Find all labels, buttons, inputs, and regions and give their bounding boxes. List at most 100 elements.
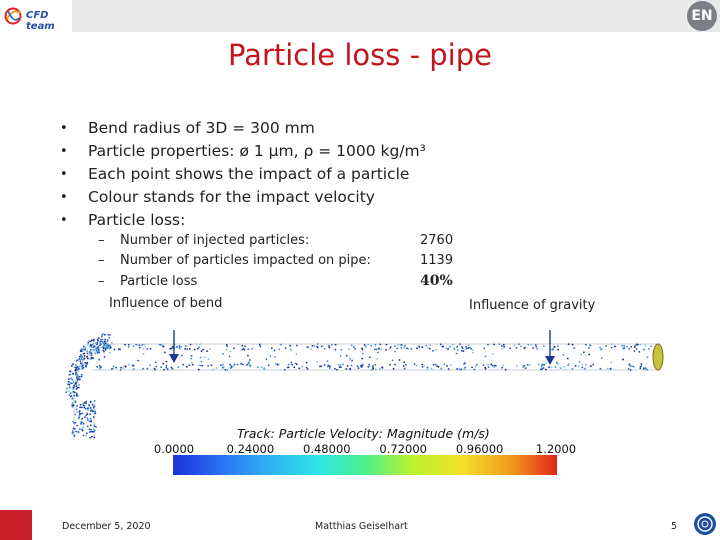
impact-point bbox=[629, 365, 632, 367]
impact-point bbox=[98, 351, 100, 354]
impacted-value: 1139 bbox=[420, 253, 454, 268]
impact-point bbox=[536, 347, 539, 350]
impact-point bbox=[93, 423, 96, 425]
impact-point bbox=[273, 349, 276, 352]
impact-point bbox=[329, 365, 331, 368]
impact-point bbox=[467, 344, 470, 347]
impact-point bbox=[77, 431, 79, 433]
impact-point bbox=[69, 370, 71, 373]
impact-point bbox=[72, 427, 75, 430]
impact-point bbox=[441, 345, 444, 348]
impact-point bbox=[585, 343, 587, 346]
impact-point bbox=[581, 366, 584, 369]
impact-point bbox=[178, 346, 181, 349]
impact-point bbox=[430, 367, 433, 370]
impact-point bbox=[81, 417, 84, 420]
impact-point bbox=[79, 360, 82, 362]
impact-point bbox=[306, 368, 309, 370]
impact-point bbox=[162, 362, 165, 365]
impact-point bbox=[368, 365, 371, 368]
impact-point bbox=[84, 416, 86, 419]
impact-point bbox=[74, 366, 77, 369]
impact-point bbox=[141, 344, 144, 346]
impact-point bbox=[84, 347, 87, 349]
impact-point bbox=[550, 366, 553, 369]
impact-point bbox=[284, 347, 287, 349]
impact-point bbox=[545, 368, 547, 371]
impact-point bbox=[124, 365, 127, 367]
impact-point bbox=[73, 386, 75, 388]
impact-point bbox=[71, 402, 74, 404]
impact-point bbox=[127, 346, 130, 348]
impact-point bbox=[305, 366, 308, 369]
legend-tick-label: 0.0000 bbox=[153, 442, 195, 456]
impact-point bbox=[228, 355, 231, 358]
impact-point bbox=[334, 343, 337, 346]
impact-point bbox=[639, 367, 642, 370]
impact-point bbox=[76, 395, 79, 397]
impact-point bbox=[72, 363, 74, 366]
impact-point bbox=[101, 346, 103, 349]
impact-point bbox=[491, 352, 494, 355]
impact-point bbox=[76, 359, 79, 361]
impact-point bbox=[146, 348, 149, 350]
impact-point bbox=[443, 363, 446, 366]
impact-point bbox=[142, 352, 145, 355]
impact-point bbox=[515, 346, 518, 349]
impact-point bbox=[295, 353, 298, 356]
impact-point bbox=[88, 351, 91, 353]
impact-point bbox=[226, 369, 229, 371]
impact-point bbox=[93, 405, 96, 408]
impact-point bbox=[225, 348, 228, 351]
impact-point bbox=[566, 357, 569, 360]
impact-point bbox=[610, 343, 613, 346]
impact-point bbox=[199, 356, 202, 359]
impact-point bbox=[244, 345, 246, 348]
impact-point bbox=[650, 345, 652, 348]
gravity-annotation: Influence of gravity bbox=[469, 298, 596, 313]
impact-point bbox=[415, 365, 418, 367]
impact-point bbox=[513, 344, 516, 347]
impact-point bbox=[482, 364, 485, 367]
impact-point bbox=[102, 342, 105, 344]
impact-point bbox=[541, 364, 543, 367]
impact-point bbox=[243, 349, 246, 351]
impact-point bbox=[190, 354, 193, 357]
impact-point bbox=[182, 363, 185, 366]
impact-point bbox=[577, 365, 580, 368]
impact-point bbox=[101, 338, 104, 341]
impact-point bbox=[446, 364, 448, 367]
impact-point bbox=[184, 345, 187, 347]
impact-point bbox=[349, 358, 352, 360]
impact-point bbox=[363, 344, 366, 346]
impact-point bbox=[137, 359, 140, 362]
impact-point bbox=[97, 347, 100, 349]
impact-point bbox=[97, 340, 99, 342]
impact-point bbox=[295, 363, 298, 366]
impact-point bbox=[73, 435, 76, 437]
impact-point bbox=[109, 334, 111, 336]
impact-point bbox=[534, 344, 537, 346]
cern-logo-icon bbox=[694, 513, 716, 535]
impact-point bbox=[337, 363, 340, 366]
impact-point bbox=[589, 365, 592, 368]
impact-point bbox=[246, 364, 248, 366]
sub-item-loss: – Particle loss bbox=[98, 274, 197, 289]
impact-point bbox=[340, 348, 343, 351]
impact-point bbox=[385, 343, 388, 346]
impact-point bbox=[106, 346, 108, 348]
impact-point bbox=[189, 343, 192, 346]
impact-point bbox=[85, 435, 87, 437]
footer-date: December 5, 2020 bbox=[62, 521, 151, 532]
impact-point bbox=[473, 368, 476, 371]
impact-point bbox=[357, 367, 360, 369]
impact-point bbox=[94, 352, 96, 355]
impact-point bbox=[98, 358, 100, 361]
impact-point bbox=[421, 366, 424, 368]
impact-point bbox=[334, 367, 336, 370]
impact-point bbox=[200, 360, 203, 363]
impact-point bbox=[184, 347, 187, 350]
impact-point bbox=[423, 364, 425, 367]
impact-point bbox=[69, 395, 72, 398]
sub-item-injected: – Number of injected particles: bbox=[98, 233, 309, 248]
